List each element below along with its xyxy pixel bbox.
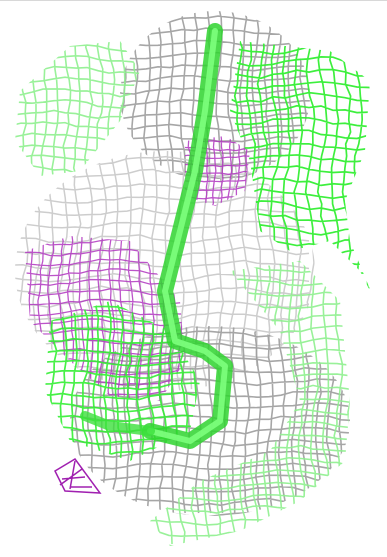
green-backbone-tube — [80, 23, 233, 449]
magenta-fragment — [54, 458, 102, 494]
green-mesh-bottom-left — [45, 301, 200, 461]
